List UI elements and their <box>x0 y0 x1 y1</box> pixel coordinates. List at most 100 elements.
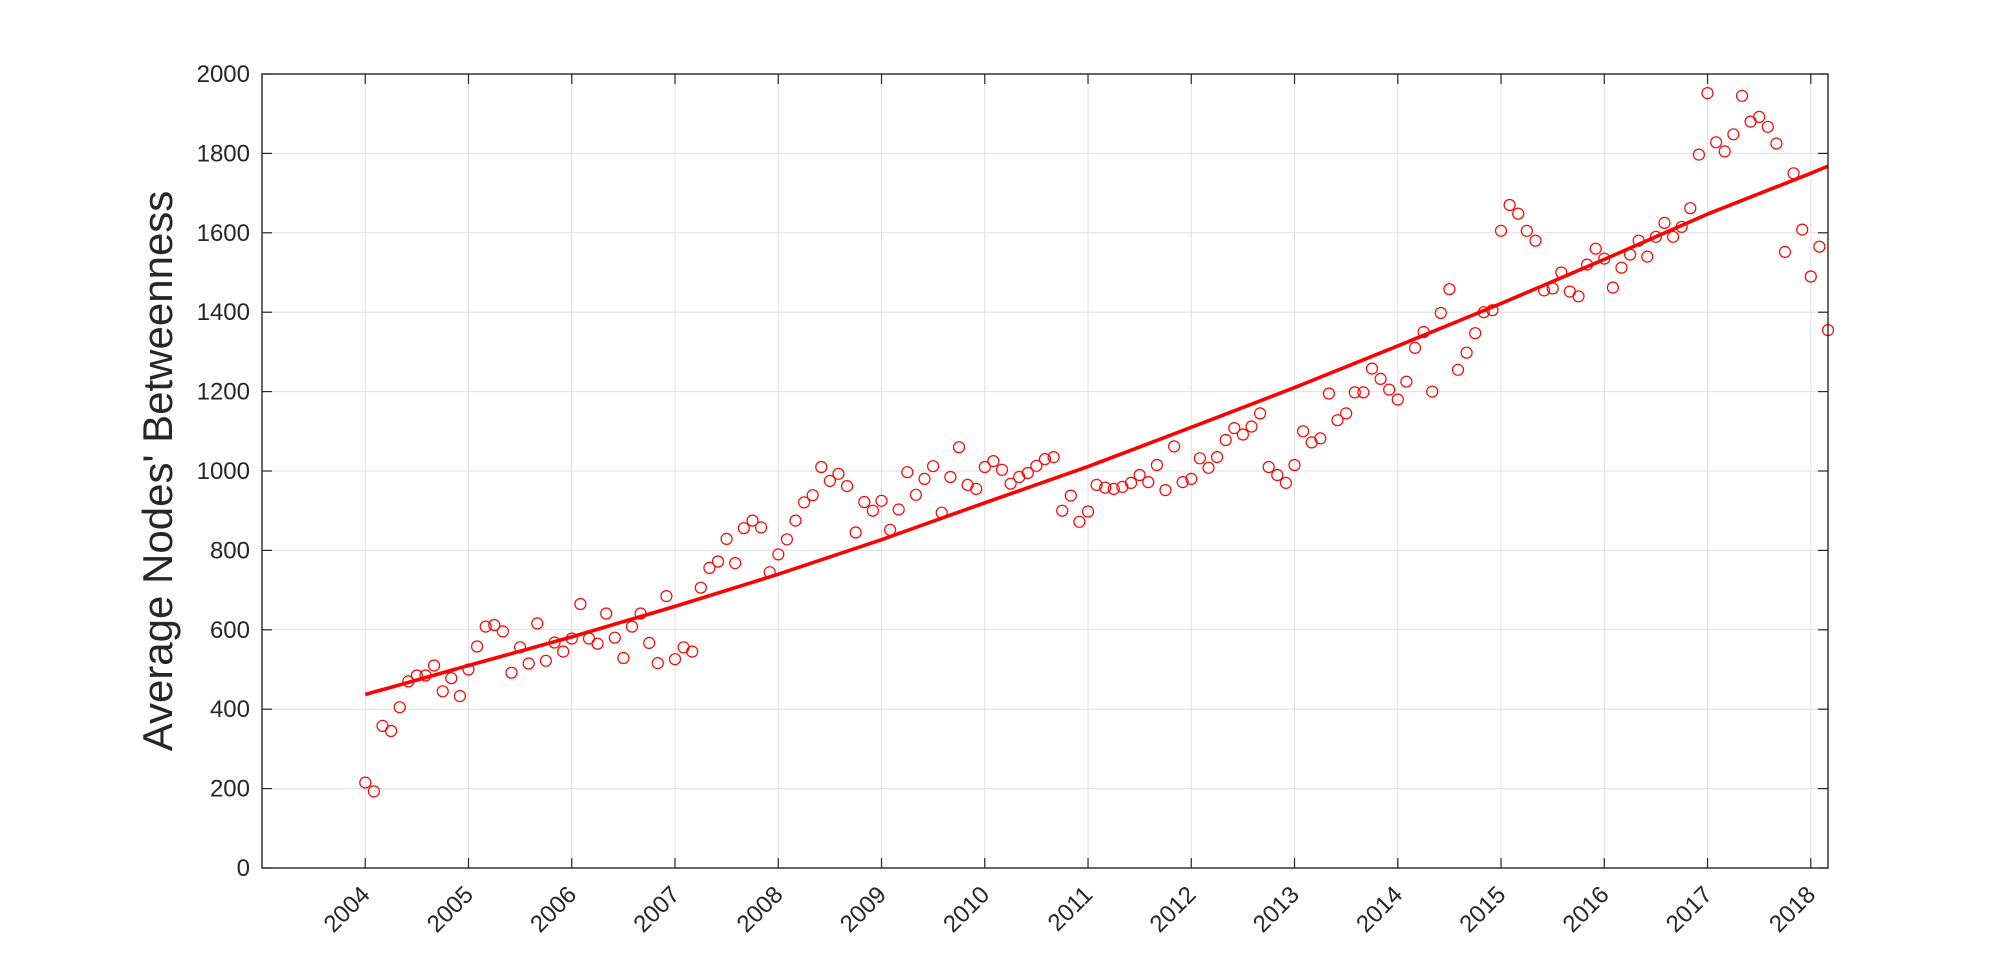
data-point <box>1193 452 1207 465</box>
data-point <box>600 607 613 620</box>
data-point <box>1598 252 1611 265</box>
data-point <box>1666 230 1680 243</box>
y-tick-label: 0 <box>237 855 250 882</box>
data-point <box>1512 207 1525 220</box>
data-point <box>1314 432 1327 445</box>
data-point <box>513 641 527 654</box>
data-point <box>901 466 914 479</box>
data-point <box>453 689 466 703</box>
data-point <box>1718 145 1731 158</box>
data-point <box>668 653 682 666</box>
data-point <box>1391 393 1404 406</box>
data-point <box>1727 128 1740 141</box>
data-point <box>858 495 871 509</box>
data-point <box>410 669 423 682</box>
data-point <box>1555 266 1568 279</box>
data-point <box>574 597 587 611</box>
data-point <box>1331 414 1344 427</box>
y-axis-ticks: 0 200 400 600 800 1000 1200 1400 1600 1800 2000 <box>197 61 1828 882</box>
data-point <box>1073 515 1086 528</box>
data-point <box>815 460 828 474</box>
data-point <box>1038 453 1052 466</box>
data-point <box>754 521 768 534</box>
data-point <box>1219 433 1232 447</box>
data-point <box>1641 250 1654 263</box>
x-tick-label: 2018 <box>1764 881 1821 938</box>
x-tick-label: 2016 <box>1558 881 1615 938</box>
x-tick-label: 2007 <box>628 881 685 938</box>
data-point <box>1443 283 1456 296</box>
data-point <box>1675 220 1688 233</box>
data-point <box>522 657 535 670</box>
y-tick-label: 600 <box>210 617 250 644</box>
data-point <box>961 478 974 491</box>
data-point <box>1417 325 1430 339</box>
data-point <box>1744 115 1757 128</box>
data-point <box>634 607 647 620</box>
data-point <box>978 460 991 474</box>
data-point <box>987 455 1000 468</box>
data-point <box>1451 363 1465 376</box>
data-point <box>883 523 897 536</box>
data-point <box>1623 248 1637 261</box>
data-point <box>1649 230 1663 243</box>
y-tick-label: 1000 <box>197 458 250 485</box>
data-point <box>677 641 690 654</box>
data-point <box>1408 341 1422 354</box>
data-point <box>1494 224 1508 237</box>
x-tick-label: 2014 <box>1351 881 1408 938</box>
data-point <box>1520 224 1533 237</box>
data-point <box>1322 387 1336 400</box>
data-point <box>445 672 458 685</box>
y-tick-label: 1200 <box>197 379 250 406</box>
data-point <box>1383 383 1396 396</box>
data-point <box>1813 240 1826 253</box>
data-point <box>1357 386 1370 399</box>
data-point <box>1107 482 1120 495</box>
data-point <box>505 666 518 679</box>
data-point <box>1081 505 1095 518</box>
data-point <box>1735 89 1749 102</box>
data-point <box>1013 470 1026 484</box>
data-point <box>1787 167 1800 180</box>
data-point <box>789 514 802 527</box>
data-point <box>1262 460 1275 474</box>
data-point <box>565 632 578 645</box>
data-point <box>746 514 759 527</box>
data-point <box>1004 477 1017 490</box>
data-point <box>385 724 398 738</box>
data-point <box>1090 478 1103 491</box>
data-point <box>1288 458 1301 472</box>
data-point <box>531 617 544 630</box>
x-tick-label: 2010 <box>938 881 995 938</box>
data-point <box>711 555 725 568</box>
data-point <box>367 785 380 798</box>
data-point <box>643 636 656 650</box>
data-point <box>479 620 492 633</box>
y-tick-label: 1400 <box>197 299 250 326</box>
x-tick-label: 2006 <box>525 881 582 938</box>
data-point <box>496 625 509 638</box>
x-tick-label: 2015 <box>1454 881 1511 938</box>
data-point <box>935 506 948 519</box>
data-point <box>1047 451 1060 464</box>
data-point <box>892 503 905 516</box>
data-point <box>1167 440 1181 453</box>
data-point <box>1030 459 1043 472</box>
data-point <box>428 659 441 672</box>
data-point <box>1692 148 1706 161</box>
data-point <box>1580 258 1594 271</box>
data-point <box>548 636 561 649</box>
data-points <box>359 86 1835 798</box>
data-point <box>393 701 406 714</box>
data-point <box>1503 198 1516 212</box>
y-tick-label: 1800 <box>197 140 250 167</box>
data-point <box>1589 242 1602 255</box>
data-point <box>539 654 553 667</box>
data-point <box>436 685 449 698</box>
data-point <box>1056 504 1069 517</box>
data-point <box>1133 468 1146 482</box>
data-point <box>557 645 570 658</box>
data-point <box>1460 346 1473 359</box>
data-point <box>772 548 785 561</box>
